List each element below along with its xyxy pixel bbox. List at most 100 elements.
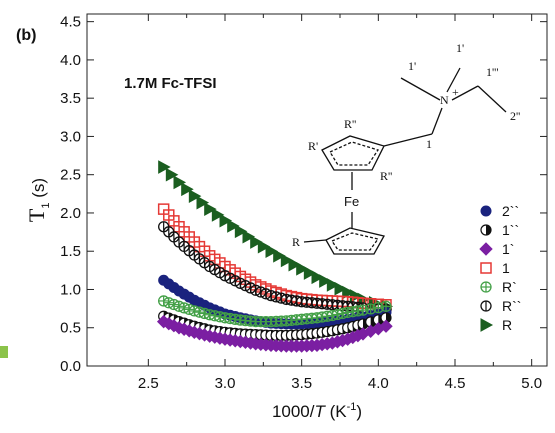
bond bbox=[431, 107, 443, 135]
data-point bbox=[380, 300, 392, 312]
legend: 2`` 1`` 1` 1 R` R`` R bbox=[479, 203, 521, 333]
data-point bbox=[181, 182, 194, 197]
y-axis-title-unit: (s) bbox=[29, 178, 48, 203]
x-axis-title-end: ) bbox=[356, 402, 362, 421]
legend-label: 2`` bbox=[502, 203, 519, 219]
data-point bbox=[165, 167, 179, 182]
cp-ring-top bbox=[321, 135, 385, 171]
y-tick-label: 3.5 bbox=[60, 90, 81, 107]
cp-ring-top-inner bbox=[329, 141, 380, 166]
data-point bbox=[288, 257, 302, 272]
legend-label: 1` bbox=[502, 241, 514, 257]
legend-marker bbox=[480, 300, 492, 312]
axis-ticks bbox=[87, 14, 547, 367]
x-tick-label: 3.0 bbox=[215, 375, 236, 392]
y-tick-labels: 0.0 0.5 1.0 1.5 2.0 2.5 3.0 3.5 4.0 4.5 bbox=[60, 14, 81, 375]
legend-label: R bbox=[502, 317, 512, 333]
label-1prime-a: 1' bbox=[408, 59, 416, 73]
label-Rdprime-top: R'' bbox=[344, 117, 356, 131]
label-1: 1 bbox=[426, 137, 432, 151]
data-point bbox=[204, 202, 217, 216]
legend-label: R` bbox=[502, 279, 517, 295]
molecule-structure bbox=[303, 67, 507, 255]
panel-label: (b) bbox=[16, 27, 36, 44]
bond bbox=[400, 77, 441, 101]
molecule-labels: 1' 1' 1''' N + 2'' R'' R' R'' 1 Fe R bbox=[292, 41, 520, 249]
label-R: R bbox=[292, 235, 300, 249]
legend-marker bbox=[480, 262, 492, 274]
data-point bbox=[196, 195, 210, 210]
cp-ring-bottom-inner bbox=[331, 232, 380, 251]
data-point bbox=[296, 261, 309, 276]
series-2 bbox=[156, 314, 393, 353]
label-Rdprime-right: R'' bbox=[380, 169, 392, 183]
y-tick-label: 0.5 bbox=[60, 320, 81, 337]
data-point bbox=[250, 235, 263, 249]
label-iron: Fe bbox=[344, 194, 359, 209]
legend-label: 1`` bbox=[502, 222, 519, 238]
series-layer bbox=[156, 160, 394, 353]
y-tick-label: 0.0 bbox=[60, 358, 81, 375]
data-point bbox=[303, 266, 317, 280]
bond bbox=[446, 67, 461, 93]
x-tick-label: 2.5 bbox=[138, 375, 159, 392]
x-axis-title: 1000/T (K-1) bbox=[272, 401, 362, 421]
x-axis-title-pre: 1000/ bbox=[272, 402, 315, 421]
label-nitrogen: N bbox=[440, 93, 449, 107]
label-Rprime: R' bbox=[308, 139, 318, 153]
data-point bbox=[342, 285, 355, 300]
plot-frame bbox=[86, 13, 548, 367]
accent-strip bbox=[0, 346, 8, 358]
legend-marker bbox=[480, 281, 492, 293]
y-tick-label: 1.0 bbox=[60, 281, 81, 298]
x-axis-title-sup: -1 bbox=[347, 401, 357, 413]
legend-marker bbox=[479, 242, 493, 256]
bond bbox=[303, 239, 327, 243]
x-tick-label: 4.0 bbox=[368, 375, 389, 392]
label-1prime-b: 1' bbox=[456, 41, 464, 55]
x-axis-title-italic: T bbox=[314, 402, 326, 421]
bond bbox=[451, 85, 479, 101]
legend-marker bbox=[480, 224, 492, 236]
data-point bbox=[211, 208, 225, 222]
bond bbox=[383, 133, 433, 147]
data-point bbox=[273, 248, 286, 263]
data-point bbox=[280, 253, 294, 268]
data-point bbox=[173, 175, 187, 190]
data-point bbox=[219, 213, 233, 228]
data-point bbox=[227, 219, 240, 233]
data-point bbox=[158, 160, 171, 174]
label-1triple-prime: 1''' bbox=[486, 65, 499, 79]
data-point bbox=[311, 270, 325, 285]
data-point bbox=[265, 244, 279, 259]
y-axis-title-main: T bbox=[24, 208, 49, 222]
x-axis-title-post: (K bbox=[325, 402, 347, 421]
y-axis-title-sub: 1 bbox=[40, 202, 52, 208]
series-1 bbox=[158, 310, 392, 341]
label-2dprime: 2'' bbox=[510, 109, 520, 123]
data-point bbox=[379, 319, 393, 333]
data-point bbox=[319, 274, 332, 288]
data-point bbox=[334, 281, 348, 296]
x-tick-labels: 2.5 3.0 3.5 4.0 4.5 5.0 bbox=[138, 375, 542, 392]
data-point bbox=[257, 239, 271, 254]
y-tick-label: 2.5 bbox=[60, 167, 81, 184]
y-tick-label: 4.0 bbox=[60, 52, 81, 69]
data-point bbox=[242, 229, 256, 244]
legend-marker bbox=[480, 318, 494, 332]
y-tick-label: 4.5 bbox=[60, 14, 81, 31]
cp-ring-bottom bbox=[325, 227, 385, 255]
x-tick-label: 5.0 bbox=[521, 375, 542, 392]
legend-marker bbox=[480, 205, 492, 217]
y-tick-label: 3.0 bbox=[60, 128, 81, 145]
legend-label: R`` bbox=[502, 298, 521, 314]
data-point bbox=[234, 224, 248, 239]
y-tick-label: 1.5 bbox=[60, 243, 81, 260]
y-tick-label: 2.0 bbox=[60, 205, 81, 222]
legend-label: 1 bbox=[502, 260, 510, 276]
data-point bbox=[326, 278, 340, 292]
label-plus: + bbox=[452, 85, 459, 99]
series-4 bbox=[158, 295, 392, 328]
bond bbox=[477, 85, 507, 113]
